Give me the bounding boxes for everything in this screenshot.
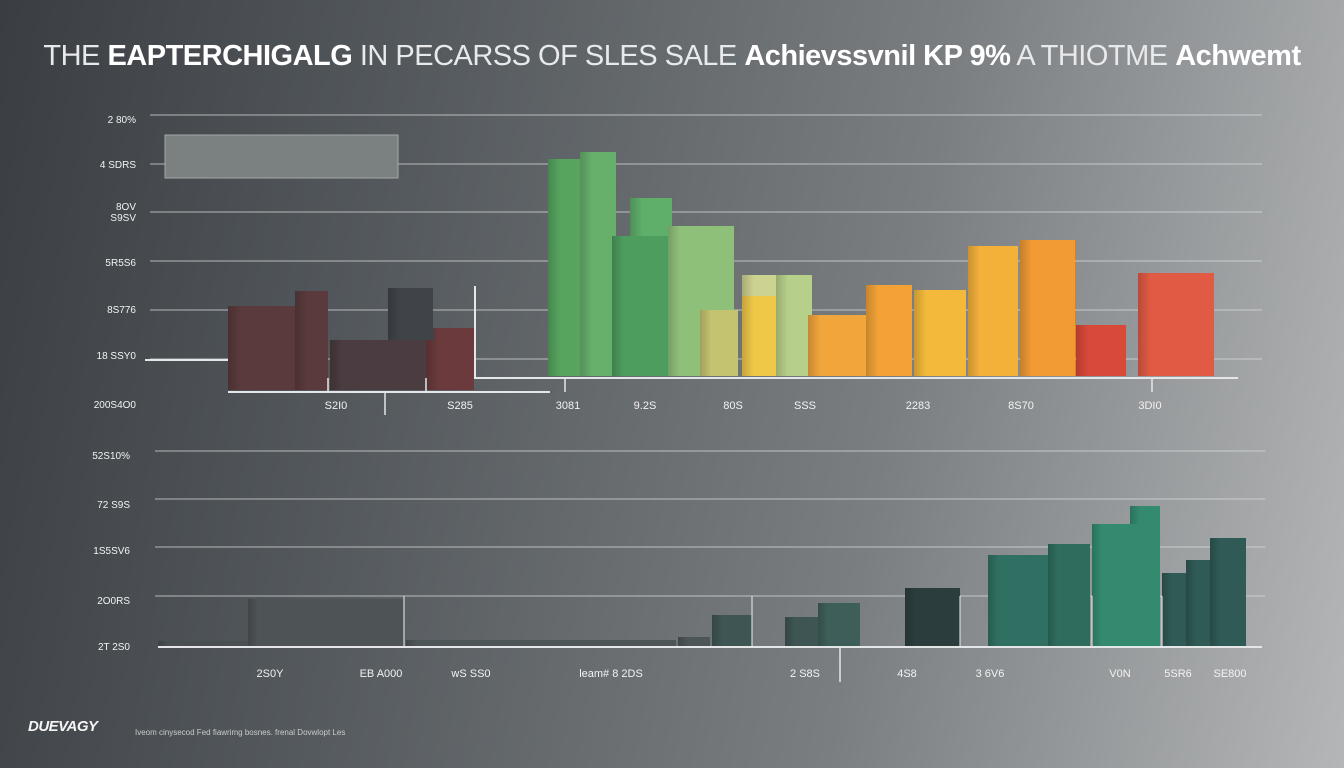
title-part: THE bbox=[43, 40, 108, 72]
bar-shade bbox=[228, 306, 240, 390]
title-part: EAPTERCHIGALG bbox=[107, 40, 353, 72]
y-tick-label: 2O0RS bbox=[97, 596, 130, 607]
bar-shade bbox=[866, 285, 878, 376]
bar-shade bbox=[785, 617, 795, 646]
bar-shade bbox=[968, 246, 980, 376]
bar-shade bbox=[818, 603, 828, 646]
x-tick-label: EB A000 bbox=[360, 668, 403, 680]
bar bbox=[1092, 524, 1160, 646]
x-tick-label: S285 bbox=[447, 400, 473, 412]
x-tick-label: SSS bbox=[794, 400, 816, 412]
y-tick-label: 5R5S6 bbox=[105, 258, 136, 269]
x-tick-label: 3DI0 bbox=[1138, 400, 1161, 412]
x-tick-label: 9.2S bbox=[634, 400, 657, 412]
x-tick-label: 2283 bbox=[906, 400, 930, 412]
y-tick-label: 2 80% bbox=[108, 115, 136, 126]
bar-shade bbox=[548, 159, 560, 376]
y-tick-label: 8S776 bbox=[107, 305, 136, 316]
y-tick-label: 1S5SV6 bbox=[93, 546, 130, 557]
bar-shade bbox=[700, 310, 712, 376]
y-tick-label: 72 S9S bbox=[97, 500, 130, 511]
bar-shade bbox=[776, 275, 788, 376]
y-tick-label: 4 SDRS bbox=[100, 160, 136, 171]
bar-shade bbox=[612, 236, 624, 376]
x-tick-label: 5SR6 bbox=[1164, 668, 1192, 680]
x-tick-label: wS SS0 bbox=[450, 668, 490, 680]
footer-note: Iveom cinysecod Fed fiawrimg bosnes. fre… bbox=[135, 728, 346, 737]
bar-shade bbox=[914, 290, 926, 376]
x-tick-label: leam# 8 2DS bbox=[579, 668, 643, 680]
bar bbox=[330, 340, 426, 390]
bar bbox=[1138, 273, 1214, 376]
title-part: Achievssvnil KP 9% bbox=[744, 40, 1011, 72]
bar-shade bbox=[1048, 544, 1058, 646]
y-tick-label: 2T 2S0 bbox=[98, 642, 130, 653]
x-tick-label: S2I0 bbox=[325, 400, 348, 412]
bar-shade bbox=[406, 640, 416, 646]
bar-shade bbox=[580, 152, 592, 376]
x-tick-label: SE800 bbox=[1213, 668, 1246, 680]
y-tick-label: 52S10% bbox=[92, 451, 130, 462]
bar-shade bbox=[1186, 560, 1196, 646]
title-part: A THIOTME bbox=[1010, 40, 1176, 72]
x-tick-label: 2S0Y bbox=[257, 668, 285, 680]
bar-shade bbox=[905, 588, 915, 646]
bar bbox=[406, 640, 676, 646]
bar-shade bbox=[295, 291, 307, 390]
x-tick-label: 4S8 bbox=[897, 668, 917, 680]
bar-shade bbox=[426, 328, 438, 390]
title-part: Achwemt bbox=[1175, 40, 1301, 72]
y-tick-label: 18 SSY0 bbox=[97, 351, 137, 362]
bar-shade bbox=[808, 315, 820, 376]
bar-shade bbox=[1076, 325, 1088, 376]
bar-shade bbox=[330, 340, 342, 390]
x-tick-label: 3 6V6 bbox=[976, 668, 1005, 680]
bar bbox=[678, 637, 710, 646]
bar-shade bbox=[630, 198, 642, 236]
highlight-box bbox=[164, 134, 399, 179]
bar-shade bbox=[248, 599, 258, 646]
y-tick-label: 200S4O0 bbox=[94, 400, 137, 411]
bar-shade bbox=[988, 555, 998, 646]
bar-shade bbox=[668, 226, 680, 376]
bar-shade bbox=[1092, 524, 1102, 646]
bar-shade bbox=[1020, 240, 1032, 376]
bar-shade bbox=[712, 615, 722, 646]
bar-shade bbox=[1162, 573, 1172, 646]
bar-shade bbox=[678, 637, 688, 646]
chart-title: THE EAPTERCHIGALG IN PECARSS OF SLES SAL… bbox=[0, 40, 1344, 73]
x-tick-label: 3081 bbox=[556, 400, 580, 412]
x-tick-label: 8S70 bbox=[1008, 400, 1034, 412]
x-axis-line bbox=[474, 286, 1238, 379]
bar-shade bbox=[742, 296, 754, 376]
y-tick-label: 8OV S9SV bbox=[110, 202, 136, 224]
bar-shade bbox=[388, 288, 400, 340]
bar bbox=[158, 641, 250, 646]
x-tick-label: 80S bbox=[723, 400, 743, 412]
brand-logo: DUEVAGY bbox=[28, 718, 98, 735]
x-tick-label: 2 S8S bbox=[790, 668, 820, 680]
x-tick-label: V0N bbox=[1109, 668, 1130, 680]
title-part: IN PECARSS OF SLES SALE bbox=[352, 40, 745, 72]
bottom-chart-panel: 52S10% 72 S9S 1S5SV6 2O0RS 2T 2S0 2S0Y EB A000… bbox=[92, 450, 1265, 682]
top-chart-panel: 2 80% 4 SDRS 8OV S9SV 5R5S6 8S776 18 SSY0 200S4… bbox=[94, 114, 1262, 415]
bar-shade bbox=[158, 641, 168, 646]
bar-shade bbox=[1210, 538, 1220, 646]
bar-shade bbox=[1138, 273, 1150, 376]
bar bbox=[248, 599, 404, 646]
bar-shade bbox=[1130, 506, 1140, 524]
